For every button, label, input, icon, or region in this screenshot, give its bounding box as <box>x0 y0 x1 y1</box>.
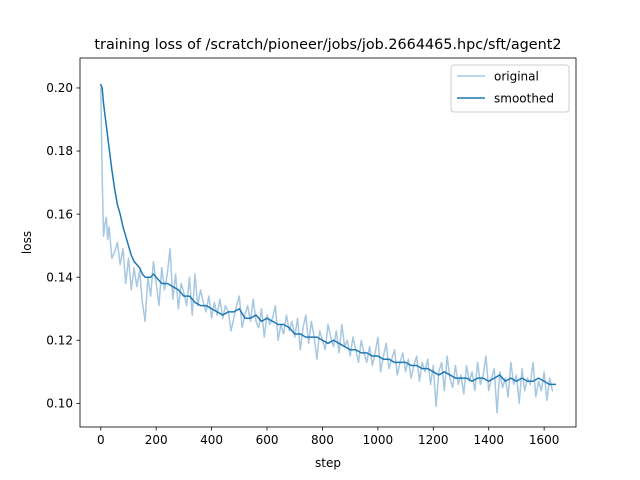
legend-label-smoothed: smoothed <box>494 91 554 105</box>
x-tick-label: 1600 <box>529 433 560 447</box>
chart-title: training loss of /scratch/pioneer/jobs/j… <box>94 37 561 53</box>
y-tick-label: 0.10 <box>46 397 73 411</box>
y-tick-label: 0.20 <box>46 81 73 95</box>
x-tick-label: 600 <box>256 433 279 447</box>
x-tick-label: 1000 <box>363 433 394 447</box>
x-tick-label: 800 <box>311 433 334 447</box>
x-tick-label: 1200 <box>418 433 449 447</box>
legend-label-original: original <box>494 69 539 83</box>
y-tick-label: 0.12 <box>46 333 73 347</box>
y-tick-label: 0.16 <box>46 207 73 221</box>
plot-frame <box>79 57 577 428</box>
plot-content <box>99 83 556 414</box>
y-axis-ticks: 0.10 0.12 0.14 0.16 0.18 0.20 <box>46 81 80 411</box>
y-tick-label: 0.18 <box>46 144 73 158</box>
y-tick-label: 0.14 <box>46 270 73 284</box>
x-axis-label: step <box>315 456 341 470</box>
x-tick-label: 1400 <box>473 433 504 447</box>
x-tick-label: 200 <box>145 433 168 447</box>
series-line-smoothed <box>99 83 556 386</box>
x-tick-label: 0 <box>97 433 105 447</box>
legend: original smoothed <box>450 64 570 113</box>
x-tick-label: 400 <box>200 433 223 447</box>
x-axis-ticks: 0 200 400 600 800 1000 1200 1400 1600 <box>97 427 559 447</box>
y-axis-label: loss <box>20 231 34 254</box>
